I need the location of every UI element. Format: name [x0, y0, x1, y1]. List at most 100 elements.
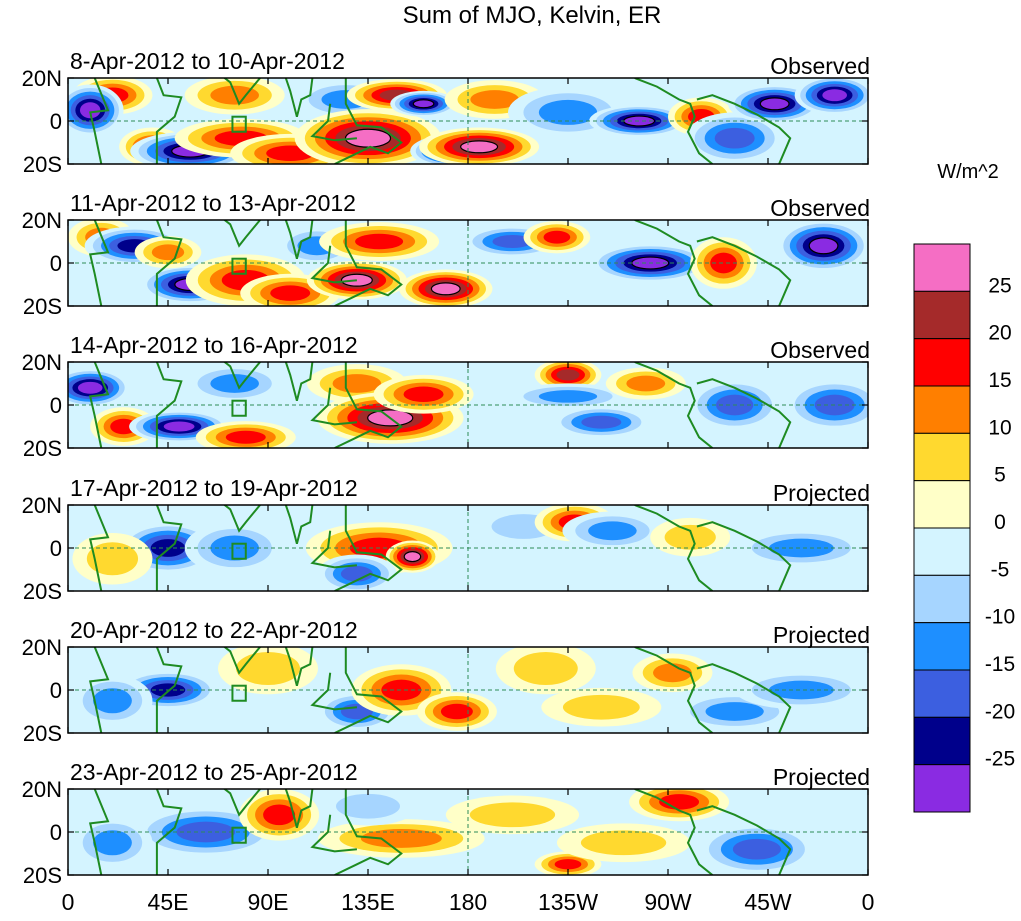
y-tick-label: 20S — [23, 863, 62, 888]
x-tick-label: 180 — [449, 889, 487, 915]
coastline — [284, 362, 314, 401]
coastline — [310, 245, 357, 284]
coastline — [284, 78, 314, 117]
coastlines — [88, 789, 792, 875]
anomaly-contour — [360, 829, 442, 848]
colorbar-box — [913, 480, 971, 529]
coastline — [634, 789, 714, 875]
anomaly-contour — [93, 688, 132, 714]
anomaly-contour — [562, 694, 640, 720]
region-box — [231, 542, 247, 560]
anomaly-field — [72, 789, 817, 875]
colorbar-tick-label: -20 — [985, 700, 1015, 723]
y-tick-label: 0 — [50, 109, 62, 134]
coastline — [634, 505, 714, 591]
x-axis: 0 45E 90E 135E 180 135W 90W 45W 0 — [62, 889, 875, 915]
coastline — [155, 789, 183, 875]
anomaly-contour — [626, 375, 666, 392]
region-box — [231, 826, 247, 844]
coastline — [696, 805, 792, 875]
coastlines — [88, 220, 792, 306]
anomaly-contour — [538, 99, 598, 125]
coastline — [334, 505, 403, 591]
anomaly-field — [68, 78, 868, 164]
anomaly-contour — [163, 421, 195, 432]
x-tick-label: 135E — [341, 889, 395, 915]
anomaly-contour — [110, 418, 137, 435]
chart-title: Sum of MJO, Kelvin, ER — [403, 2, 662, 29]
anomaly-contour — [79, 102, 101, 119]
colorbar-box — [913, 290, 971, 340]
region-box — [231, 257, 247, 275]
coastline — [155, 220, 183, 306]
panel-status-label: Projected — [773, 622, 870, 648]
coastline — [334, 220, 403, 306]
coastline — [223, 362, 262, 390]
y-tick-label: 20N — [22, 493, 62, 518]
coastline — [310, 814, 357, 853]
coastlines — [88, 362, 792, 448]
panel: 20N 0 20S 11-Apr-2012 to 13-Apr-2012 Observe… — [22, 190, 870, 319]
anomaly-contour — [581, 415, 622, 429]
coastline — [696, 663, 792, 733]
anomaly-contour — [336, 793, 400, 819]
coastline — [223, 647, 262, 675]
anomaly-contour — [412, 99, 435, 109]
panel-date-label: 23-Apr-2012 to 25-Apr-2012 — [70, 759, 358, 785]
coastline — [223, 78, 262, 106]
coastlines — [88, 78, 792, 164]
panel: 20N 0 20S 20-Apr-2012 to 22-Apr-2012 Project… — [22, 617, 870, 746]
region-box — [231, 115, 247, 133]
anomaly-contour — [492, 235, 533, 248]
anomaly-contour — [705, 702, 764, 721]
anomaly-contour — [403, 551, 422, 563]
colorbar-box — [913, 669, 971, 718]
colorbar-tick-label: -10 — [985, 606, 1015, 629]
coastline — [223, 220, 262, 248]
anomaly-contour — [355, 233, 404, 250]
coastline — [696, 94, 792, 164]
anomaly-contour — [210, 535, 259, 561]
panel-status-label: Observed — [770, 337, 870, 363]
anomaly-contour — [664, 524, 716, 550]
colorbar-tick-label: 5 — [994, 464, 1006, 487]
x-tick-label: 90E — [248, 889, 289, 915]
y-tick-label: 0 — [50, 536, 62, 561]
y-tick-label: 20S — [23, 294, 62, 319]
colorbar-tick-label: -5 — [991, 558, 1010, 581]
colorbar-tick-label: 25 — [988, 274, 1011, 297]
anomaly-contour — [759, 97, 790, 111]
y-tick-label: 0 — [50, 251, 62, 276]
x-tick-label: 45E — [148, 889, 189, 915]
colorbar: 25 20 15 10 5 0 -5 -10 -15 -20 -25 W/m^2 — [913, 161, 1015, 813]
anomaly-contour — [340, 566, 373, 582]
y-tick-label: 20N — [22, 350, 62, 375]
coastline — [334, 78, 403, 164]
anomaly-contour — [538, 390, 598, 403]
colorbar-tick-label: 20 — [988, 322, 1011, 345]
coastline — [284, 789, 314, 828]
anomaly-contour — [93, 830, 132, 856]
anomaly-contour — [460, 140, 499, 154]
coastline — [155, 647, 183, 733]
units-label: W/m^2 — [937, 161, 999, 183]
colorbar-box — [913, 432, 971, 482]
y-tick-label: 20N — [22, 208, 62, 233]
coastline — [155, 362, 183, 448]
anomaly-contour — [580, 830, 667, 856]
coastline — [696, 378, 792, 448]
coastline — [88, 647, 110, 733]
coastlines — [88, 647, 792, 733]
coastline — [223, 789, 262, 817]
anomaly-contour — [332, 374, 382, 393]
colorbar-box — [913, 716, 971, 766]
anomaly-contour — [768, 680, 834, 700]
anomaly-contour — [513, 651, 578, 686]
colorbar-box — [913, 338, 971, 387]
coastline — [88, 789, 110, 875]
coastline — [310, 672, 357, 711]
region-box — [231, 399, 247, 417]
y-tick-label: 0 — [50, 393, 62, 418]
coastline — [310, 103, 357, 142]
colorbar-tick-label: -15 — [985, 653, 1015, 676]
